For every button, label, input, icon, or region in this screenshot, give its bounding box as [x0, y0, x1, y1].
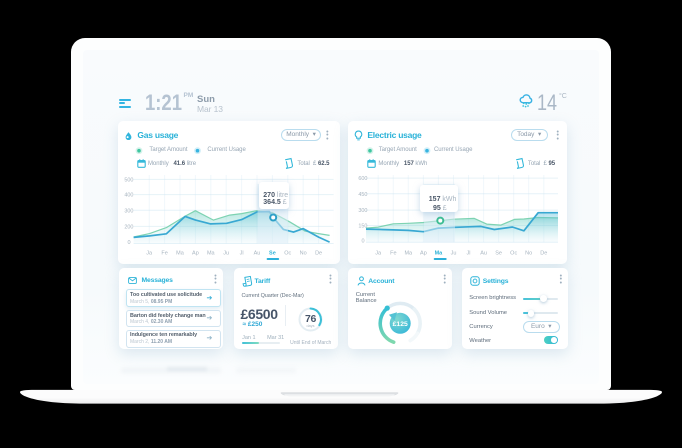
svg-text:Fe: Fe — [162, 251, 168, 257]
svg-text:0: 0 — [361, 239, 364, 245]
svg-text:£125: £125 — [392, 321, 407, 328]
svg-text:300: 300 — [358, 208, 367, 214]
svg-text:De: De — [540, 251, 547, 257]
svg-text:No: No — [525, 251, 532, 257]
svg-text:500: 500 — [125, 178, 134, 184]
svg-text:Au: Au — [480, 251, 487, 257]
svg-text:Jl: Jl — [240, 251, 244, 257]
svg-text:Ju: Ju — [224, 251, 230, 257]
svg-text:De: De — [315, 251, 322, 257]
svg-text:Ja: Ja — [375, 251, 382, 257]
svg-text:200: 200 — [125, 225, 134, 231]
svg-text:Oc: Oc — [510, 251, 517, 257]
svg-text:Oc: Oc — [285, 251, 292, 257]
svg-text:600: 600 — [358, 176, 367, 182]
svg-text:Jl: Jl — [466, 251, 470, 257]
svg-text:Ma: Ma — [404, 251, 413, 257]
svg-text:150: 150 — [358, 224, 367, 230]
svg-text:450: 450 — [358, 192, 367, 198]
svg-text:Ma: Ma — [435, 251, 444, 257]
svg-text:Ap: Ap — [192, 251, 199, 257]
svg-text:Au: Au — [254, 251, 261, 257]
svg-text:76: 76 — [304, 313, 316, 325]
svg-text:0: 0 — [128, 240, 131, 246]
svg-text:Fe: Fe — [390, 251, 396, 257]
svg-text:Ja: Ja — [147, 251, 154, 257]
svg-text:No: No — [300, 251, 307, 257]
svg-text:Ma: Ma — [177, 251, 186, 257]
svg-text:400: 400 — [125, 193, 134, 199]
svg-text:Ap: Ap — [420, 251, 427, 257]
svg-text:days: days — [306, 324, 314, 328]
svg-text:300: 300 — [125, 209, 134, 215]
svg-text:Ju: Ju — [451, 251, 457, 257]
svg-text:Se: Se — [495, 251, 502, 257]
svg-text:Se: Se — [269, 251, 276, 257]
svg-text:Ma: Ma — [207, 251, 216, 257]
